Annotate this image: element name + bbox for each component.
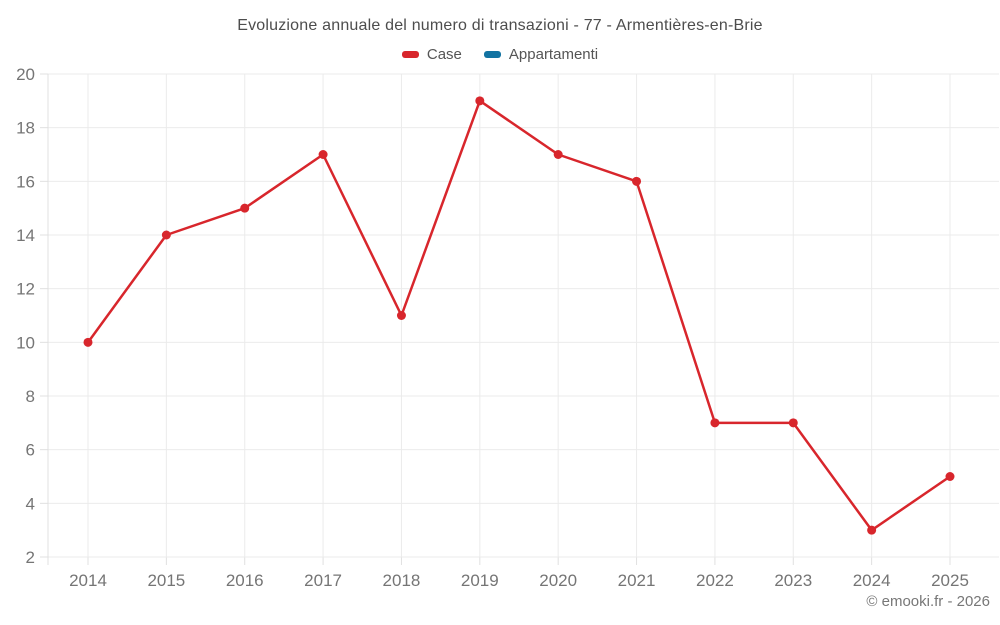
x-axis-tick-label: 2014 [69,571,107,590]
data-point-marker[interactable] [240,203,250,213]
x-axis-tick-label: 2019 [461,571,499,590]
y-axis-tick-label: 18 [16,119,35,138]
y-axis-tick-label: 20 [16,65,35,84]
data-point-marker[interactable] [945,472,955,481]
y-axis-tick-label: 14 [16,226,35,245]
y-axis-tick-label: 2 [26,548,35,567]
copyright-watermark: © emooki.fr - 2026 [866,593,990,610]
data-point-marker[interactable] [788,418,798,428]
y-axis-tick-label: 4 [26,494,35,513]
x-axis-tick-label: 2021 [618,571,656,590]
case-series-swatch-icon [401,51,419,58]
y-axis-tick-label: 8 [26,387,35,406]
y-axis-tick-label: 6 [26,441,35,460]
data-point-marker[interactable] [867,525,877,535]
y-axis-tick-label: 16 [16,172,35,191]
x-axis-tick-label: 2025 [931,571,969,590]
legend-label-case: Case [426,46,462,63]
chart-title: Evoluzione annuale del numero di transaz… [237,17,763,34]
data-point-marker[interactable] [396,311,406,320]
x-axis-tick-label: 2018 [383,571,421,590]
x-axis-tick-label: 2023 [774,571,812,590]
data-point-marker[interactable] [475,96,485,106]
x-axis-tick-label: 2017 [304,571,342,590]
appartamenti-series-swatch-icon [483,51,501,58]
x-axis-tick-label: 2020 [539,571,577,590]
data-point-marker[interactable] [710,418,720,428]
data-point-marker[interactable] [553,150,563,159]
data-point-marker[interactable] [632,176,642,186]
x-axis-tick-label: 2016 [226,571,264,590]
legend-item-appartamenti[interactable]: Appartamenti [483,46,599,63]
x-axis-tick-label: 2015 [147,571,185,590]
chart-legend: Case Appartamenti [0,46,1000,63]
x-axis-tick-label: 2022 [696,571,734,590]
x-axis-tick-label: 2024 [853,571,891,590]
legend-label-appartamenti: Appartamenti [508,46,599,63]
series-line-case [86,99,952,532]
y-axis-tick-label: 10 [16,333,35,352]
data-point-marker[interactable] [161,230,171,240]
data-point-marker[interactable] [83,337,93,347]
y-axis-tick-label: 12 [16,280,35,299]
legend-item-case[interactable]: Case [401,46,462,63]
data-point-marker[interactable] [318,150,328,159]
